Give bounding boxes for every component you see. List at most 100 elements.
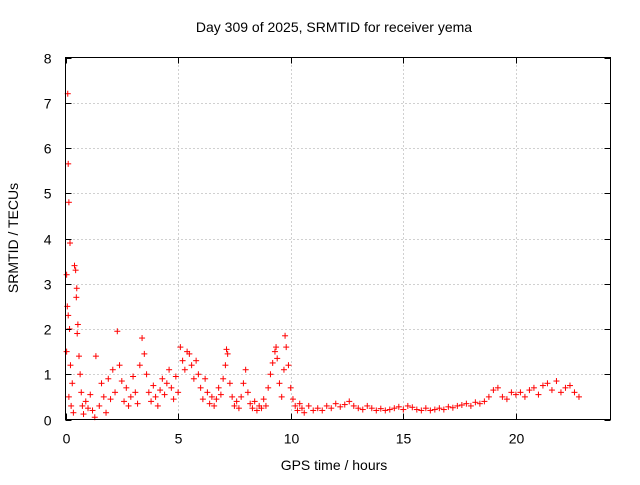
- data-point: [553, 378, 560, 385]
- data-point: [247, 400, 254, 407]
- data-point: [271, 348, 278, 355]
- axis-ticks: [65, 57, 611, 421]
- data-point: [337, 403, 344, 410]
- data-point: [253, 407, 260, 414]
- data-point: [130, 373, 137, 380]
- data-point: [136, 362, 143, 369]
- data-point: [233, 398, 240, 405]
- chart-title: Day 309 of 2025, SRMTID for receiver yem…: [196, 19, 472, 35]
- data-point: [521, 393, 528, 400]
- data-point: [409, 404, 416, 411]
- data-point: [132, 389, 139, 396]
- data-point: [197, 384, 204, 391]
- data-point: [238, 393, 245, 400]
- data-point: [215, 384, 222, 391]
- data-point: [391, 405, 398, 412]
- data-point: [72, 267, 79, 274]
- data-point: [139, 335, 146, 342]
- data-point: [328, 405, 335, 412]
- data-point: [190, 375, 197, 382]
- data-points: [63, 90, 582, 421]
- data-point: [175, 389, 182, 396]
- data-point: [150, 382, 157, 389]
- grid-lines: [65, 57, 611, 420]
- data-point: [159, 375, 166, 382]
- data-point: [206, 400, 213, 407]
- data-point: [223, 346, 230, 353]
- data-point: [273, 344, 280, 351]
- data-point: [458, 402, 465, 409]
- data-point: [282, 332, 289, 339]
- data-point: [440, 406, 447, 413]
- data-point: [222, 362, 229, 369]
- data-point: [298, 405, 305, 412]
- data-point: [188, 362, 195, 369]
- data-point: [157, 387, 164, 394]
- data-point: [404, 402, 411, 409]
- data-point: [65, 199, 72, 206]
- y-tick-label: 2: [44, 322, 52, 338]
- x-tick-label: 0: [63, 431, 71, 447]
- data-point: [166, 366, 173, 373]
- data-point: [418, 407, 425, 414]
- plot-frame: [65, 57, 611, 420]
- data-point: [454, 402, 461, 409]
- data-point: [512, 391, 519, 398]
- data-point: [181, 366, 188, 373]
- data-point: [141, 350, 148, 357]
- data-point: [143, 371, 150, 378]
- x-tick-label: 10: [284, 431, 300, 447]
- data-point: [69, 380, 76, 387]
- x-tick-label: 20: [509, 431, 525, 447]
- data-point: [145, 389, 152, 396]
- data-point: [73, 294, 80, 301]
- data-point: [350, 402, 357, 409]
- y-tick-label: 8: [44, 51, 52, 67]
- data-point: [242, 366, 249, 373]
- data-point: [274, 355, 281, 362]
- data-point: [98, 380, 105, 387]
- data-point: [204, 389, 211, 396]
- data-point: [121, 398, 128, 405]
- data-point: [251, 398, 258, 405]
- data-point: [494, 384, 501, 391]
- data-point: [208, 393, 215, 400]
- data-point: [539, 382, 546, 389]
- data-point: [280, 366, 287, 373]
- y-tick-label: 5: [44, 186, 52, 202]
- data-point: [319, 407, 326, 414]
- data-point: [67, 362, 74, 369]
- data-point: [220, 375, 227, 382]
- data-point: [211, 402, 218, 409]
- data-point: [78, 389, 85, 396]
- data-point: [74, 321, 81, 328]
- x-axis-label: GPS time / hours: [281, 457, 388, 473]
- data-point: [503, 396, 510, 403]
- data-point: [170, 396, 177, 403]
- data-point: [244, 389, 251, 396]
- data-point: [262, 402, 269, 409]
- data-point: [364, 402, 371, 409]
- data-point: [152, 393, 159, 400]
- data-point: [490, 387, 497, 394]
- data-point: [100, 393, 107, 400]
- data-point: [285, 362, 292, 369]
- data-point: [125, 402, 132, 409]
- data-point: [235, 405, 242, 412]
- data-point: [258, 405, 265, 412]
- data-point: [168, 384, 175, 391]
- data-point: [449, 404, 456, 411]
- data-point: [65, 160, 72, 167]
- data-point: [103, 409, 110, 416]
- data-point: [562, 384, 569, 391]
- data-point: [323, 402, 330, 409]
- data-point: [213, 396, 220, 403]
- data-point: [260, 396, 267, 403]
- data-point: [575, 393, 582, 400]
- data-point: [70, 409, 77, 416]
- data-point: [427, 407, 434, 414]
- data-point: [118, 378, 125, 385]
- y-tick-label: 7: [44, 96, 52, 112]
- data-point: [301, 409, 308, 416]
